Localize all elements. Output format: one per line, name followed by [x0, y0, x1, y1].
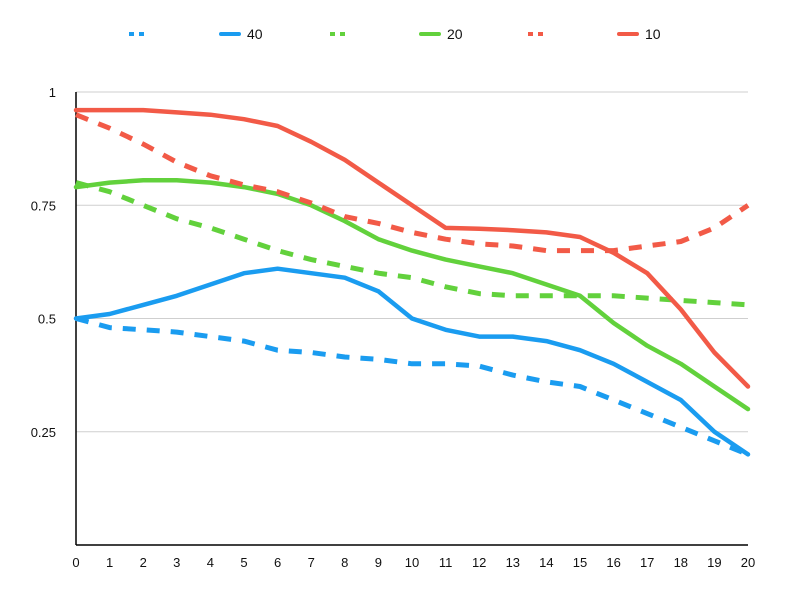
x-tick-label: 19 — [707, 555, 721, 570]
x-tick-label: 12 — [472, 555, 486, 570]
y-tick-label: 0.5 — [38, 312, 56, 327]
x-tick-label: 4 — [207, 555, 214, 570]
x-tick-label: 7 — [308, 555, 315, 570]
series-line-dashed — [75, 316, 749, 457]
legend-label: 20 — [447, 26, 463, 42]
series-line-20 — [73, 178, 751, 412]
x-tick-label: 3 — [173, 555, 180, 570]
series-line-dashed — [75, 180, 749, 308]
x-tick-label: 2 — [140, 555, 147, 570]
legend-label: 40 — [247, 26, 263, 42]
legend-label: 10 — [645, 26, 661, 42]
x-tick-label: 13 — [506, 555, 520, 570]
x-tick-label: 10 — [405, 555, 419, 570]
x-tick-label: 17 — [640, 555, 654, 570]
legend: 40 20 10 — [129, 26, 661, 42]
x-tick-label: 20 — [741, 555, 755, 570]
x-tick-label: 8 — [341, 555, 348, 570]
x-tick-label: 6 — [274, 555, 281, 570]
series-line-dashed — [75, 112, 750, 254]
series-line-40 — [73, 266, 751, 457]
y-tick-label: 0.75 — [31, 198, 56, 213]
x-tick-label: 11 — [439, 555, 453, 570]
y-tick-label: 1 — [49, 85, 56, 100]
x-tick-label: 0 — [72, 555, 79, 570]
x-tick-label: 14 — [539, 555, 553, 570]
y-tick-label: 0.25 — [31, 425, 56, 440]
x-tick-label: 18 — [674, 555, 688, 570]
x-tick-label: 1 — [106, 555, 113, 570]
x-tick-label: 5 — [240, 555, 247, 570]
series-line-10 — [73, 107, 751, 389]
x-tick-label: 16 — [606, 555, 620, 570]
x-tick-label: 9 — [375, 555, 382, 570]
series-lines — [73, 107, 751, 457]
x-tick-label: 15 — [573, 555, 587, 570]
